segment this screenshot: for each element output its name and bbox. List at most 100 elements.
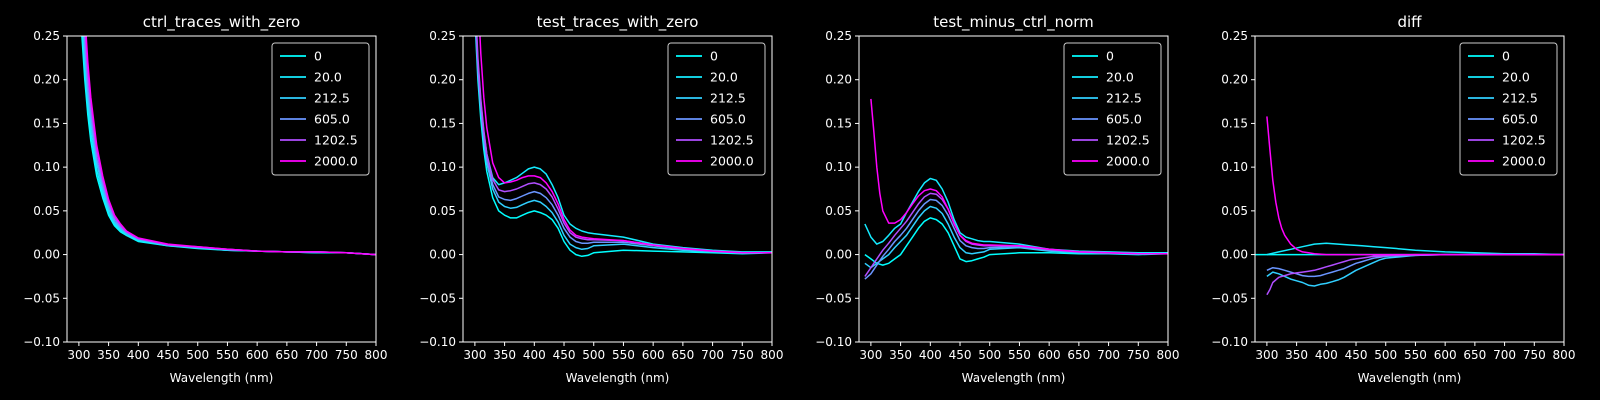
series-line-2000.0: [870, 98, 1168, 255]
legend-label: 212.5: [1106, 91, 1142, 106]
y-tick-label: 0.10: [429, 160, 456, 174]
chart-title: diff: [1397, 13, 1422, 31]
series-line-2000.0: [85, 36, 376, 256]
series-line-20.0: [1266, 242, 1564, 256]
legend-label: 605.0: [710, 112, 746, 127]
x-tick-label: 350: [1285, 348, 1308, 362]
y-tick-label: 0.10: [1221, 160, 1248, 174]
legend: 0 20.0 212.5 605.0 1202.5 2000.0: [1063, 42, 1162, 176]
x-tick-label: 700: [1493, 348, 1516, 362]
x-tick-label: 300: [859, 348, 882, 362]
y-tick-label: −0.10: [23, 335, 60, 349]
x-tick-label: 750: [731, 348, 754, 362]
y-tick-label: 0.00: [33, 248, 60, 262]
series-line-605.0: [475, 36, 772, 254]
x-tick-label: 550: [216, 348, 239, 362]
x-tick-label: 650: [671, 348, 694, 362]
x-tick-label: 800: [1553, 348, 1576, 362]
x-tick-label: 800: [761, 348, 784, 362]
x-tick-label: 400: [1315, 348, 1338, 362]
chart-title: test_minus_ctrl_norm: [933, 13, 1094, 32]
y-tick-label: 0.25: [825, 29, 852, 43]
y-tick-label: −0.10: [1211, 335, 1248, 349]
x-tick-label: 500: [1374, 348, 1397, 362]
x-tick-label: 800: [365, 348, 388, 362]
series-line-1202.5: [1266, 253, 1564, 296]
x-tick-label: 550: [612, 348, 635, 362]
y-tick-label: −0.10: [815, 335, 852, 349]
legend-label: 20.0: [1502, 70, 1530, 85]
y-tick-label: 0.00: [1221, 248, 1248, 262]
series-line-2000.0: [479, 36, 772, 254]
y-tick-label: 0.15: [429, 116, 456, 130]
x-tick-label: 450: [949, 348, 972, 362]
legend-box: [1459, 42, 1558, 176]
y-tick-label: 0.10: [825, 160, 852, 174]
series-line-212.5: [475, 36, 772, 254]
legend-label: 0: [1106, 49, 1114, 64]
y-tick-label: 0.05: [1221, 204, 1248, 218]
chart-title: ctrl_traces_with_zero: [143, 13, 300, 32]
series-line-0: [864, 217, 1168, 266]
plot-frame: [66, 35, 377, 343]
legend-label: 212.5: [710, 91, 746, 106]
x-tick-label: 600: [1434, 348, 1457, 362]
legend: 0 20.0 212.5 605.0 1202.5 2000.0: [1459, 42, 1558, 176]
series-group: [1255, 116, 1564, 296]
x-tick-label: 500: [582, 348, 605, 362]
legend-label: 20.0: [314, 70, 342, 85]
x-tick-label: 350: [889, 348, 912, 362]
y-tick-label: 0.15: [33, 116, 60, 130]
series-line-0: [475, 36, 772, 258]
chart-panel-4: 300 350 400 450 500 550 600 650 700 750 800 −0.10 −0…: [1211, 13, 1575, 385]
y-tick-label: 0.05: [429, 204, 456, 218]
x-tick-label: 750: [1523, 348, 1546, 362]
legend-label: 2000.0: [1106, 154, 1150, 169]
legend-box: [1063, 42, 1162, 176]
x-tick-label: 300: [1255, 348, 1278, 362]
x-tick-label: 400: [919, 348, 942, 362]
y-tick-label: 0.25: [1221, 29, 1248, 43]
x-axis-label: Wavelength (nm): [170, 371, 274, 385]
y-tick-label: −0.05: [815, 291, 852, 305]
series-line-605.0: [864, 198, 1168, 280]
x-tick-label: 400: [523, 348, 546, 362]
y-tick-label: −0.05: [419, 291, 456, 305]
x-axis-label: Wavelength (nm): [1358, 371, 1462, 385]
x-tick-label: 650: [1463, 348, 1486, 362]
x-tick-label: 350: [97, 348, 120, 362]
y-tick-label: 0.00: [825, 248, 852, 262]
x-tick-label: 600: [1038, 348, 1061, 362]
legend-label: 1202.5: [1106, 133, 1150, 148]
x-tick-label: 750: [1127, 348, 1150, 362]
legend-label: 1202.5: [1502, 133, 1546, 148]
x-tick-label: 500: [186, 348, 209, 362]
legend-label: 0: [314, 49, 322, 64]
series-line-605.0: [1266, 253, 1564, 278]
x-tick-label: 400: [127, 348, 150, 362]
plot-frame: [1254, 35, 1565, 343]
x-tick-label: 600: [642, 348, 665, 362]
legend-label: 1202.5: [314, 133, 358, 148]
y-tick-label: 0.20: [825, 73, 852, 87]
legend-box: [271, 42, 370, 176]
legend-label: 605.0: [314, 112, 350, 127]
legend-label: 20.0: [1106, 70, 1134, 85]
y-tick-label: 0.25: [33, 29, 60, 43]
y-tick-label: 0.10: [33, 160, 60, 174]
y-tick-label: 0.25: [429, 29, 456, 43]
legend-label: 2000.0: [314, 154, 358, 169]
x-tick-label: 300: [463, 348, 486, 362]
y-tick-label: 0.15: [825, 116, 852, 130]
legend-box: [667, 42, 766, 176]
y-tick-label: −0.05: [1211, 291, 1248, 305]
x-tick-label: 450: [553, 348, 576, 362]
x-tick-label: 550: [1404, 348, 1427, 362]
legend-label: 212.5: [1502, 91, 1538, 106]
x-tick-label: 600: [246, 348, 269, 362]
series-group: [81, 36, 376, 256]
x-tick-label: 550: [1008, 348, 1031, 362]
series-line-2000.0: [1266, 116, 1564, 256]
legend: 0 20.0 212.5 605.0 1202.5 2000.0: [667, 42, 766, 176]
